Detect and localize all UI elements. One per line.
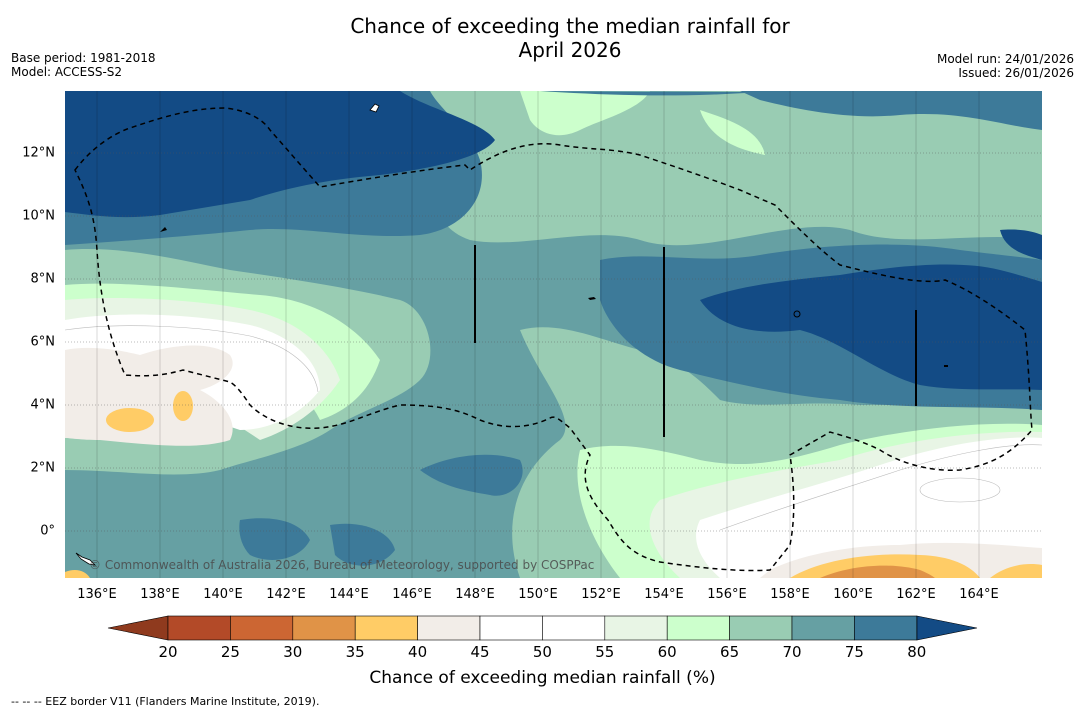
colorbar-bin <box>479 615 543 641</box>
colorbar-tick: 50 <box>532 643 552 661</box>
colorbar <box>107 615 978 641</box>
island-3 <box>160 227 167 232</box>
model-run-text: Model run: 24/01/2026 <box>936 52 1074 66</box>
field-70-north <box>430 91 1042 246</box>
colorbar-tick: 45 <box>470 643 490 661</box>
colorbar-bin <box>666 615 730 641</box>
lat-label: 4°N <box>30 397 56 413</box>
field-65-top <box>520 91 650 136</box>
colorbar-bin <box>604 615 668 641</box>
lon-label: 162°E <box>896 587 936 602</box>
colorbar-tick: 40 <box>408 643 428 661</box>
colorbar-bins <box>167 615 918 641</box>
contour-ellipse <box>919 477 1001 503</box>
colorbar-bin <box>417 615 481 641</box>
contour-line-2 <box>719 444 1042 531</box>
field-85-east-edge <box>1000 229 1042 260</box>
colorbar-title: Chance of exceeding median rainfall (%) <box>369 668 716 688</box>
eez-legend-footer: -- -- -- EEZ border V11 (Flanders Marine… <box>11 695 320 708</box>
field-40-southeast-2 <box>990 564 1042 578</box>
field-80-top <box>540 91 760 96</box>
lat-label: 10°N <box>22 208 55 224</box>
lon-label: 156°E <box>707 587 747 602</box>
colorbar-bin <box>292 615 356 641</box>
lon-label: 154°E <box>644 587 684 602</box>
colorbar-high-arrow <box>916 615 978 641</box>
lon-label: 164°E <box>959 587 999 602</box>
colorbar-bin <box>354 615 418 641</box>
field-85-northwest <box>65 91 495 218</box>
lat-label: 2°N <box>30 460 56 476</box>
lat-label: 6°N <box>30 334 56 350</box>
vertical-marker-lines <box>474 245 917 437</box>
colorbar-tick: 80 <box>907 643 927 661</box>
island-6 <box>944 365 948 367</box>
map-title: Chance of exceeding the median rainfall … <box>0 14 1085 62</box>
colorbar-bin <box>167 615 231 641</box>
colorbar-bin <box>854 615 918 641</box>
lon-label: 146°E <box>392 587 432 602</box>
rainfall-field <box>65 91 1042 578</box>
colorbar-tick: 70 <box>782 643 802 661</box>
lat-label: 8°N <box>30 271 56 287</box>
lon-label: 148°E <box>455 587 495 602</box>
field-50-southeast <box>696 437 1042 578</box>
field-65-patch <box>700 110 765 155</box>
colorbar-tick: 55 <box>595 643 615 661</box>
field-80-northeast <box>740 91 1042 130</box>
field-40-blob-1 <box>106 408 154 432</box>
lat-label: 0° <box>40 523 55 539</box>
field-40-southwest <box>65 570 90 578</box>
colorbar-bin <box>230 615 294 641</box>
title-line-1: Chance of exceeding the median rainfall … <box>350 14 790 38</box>
field-85-east <box>700 264 1042 390</box>
copyright-credit: © Commonwealth of Australia 2026, Bureau… <box>89 558 595 572</box>
lon-label: 142°E <box>266 587 306 602</box>
lon-label: 150°E <box>518 587 558 602</box>
colorbar-tick: 60 <box>657 643 677 661</box>
colorbar-tick: 30 <box>283 643 303 661</box>
island-2 <box>793 310 801 318</box>
island-5 <box>75 552 97 566</box>
latitude-gridlines <box>65 152 1042 532</box>
title-line-2: April 2026 <box>518 38 622 62</box>
longitude-gridlines <box>96 91 980 578</box>
lon-label: 144°E <box>329 587 369 602</box>
colorbar-tick: 75 <box>844 643 864 661</box>
lon-label: 158°E <box>770 587 810 602</box>
lat-label: 12°N <box>22 145 55 161</box>
field-45-west <box>65 345 233 446</box>
field-80-south-blob <box>420 454 523 496</box>
field-35-southeast <box>820 565 935 578</box>
lon-label: 152°E <box>581 587 621 602</box>
colorbar-bin <box>542 615 606 641</box>
base-period-text: Base period: 1981-2018 <box>11 51 156 65</box>
field-40-blob-2 <box>173 391 193 421</box>
colorbar-tick: 25 <box>220 643 240 661</box>
colorbar-tick: 65 <box>720 643 740 661</box>
lon-label: 136°E <box>77 587 117 602</box>
colorbar-bin <box>791 615 855 641</box>
colorbar-tick: 35 <box>345 643 365 661</box>
eez-border <box>74 107 1033 572</box>
issued-text: Issued: 26/01/2026 <box>958 66 1074 80</box>
island-1 <box>369 103 380 113</box>
colorbar-low-arrow <box>107 615 169 641</box>
field-80-south-blob-2 <box>330 523 395 566</box>
colorbar-bin <box>729 615 793 641</box>
colorbar-tick: 20 <box>158 643 178 661</box>
field-80-southwest-blob <box>239 518 310 560</box>
model-text: Model: ACCESS-S2 <box>11 65 123 79</box>
lon-label: 138°E <box>140 587 180 602</box>
meta-left: Base period: 1981-2018 Model: ACCESS-S2 <box>11 51 156 79</box>
lon-label: 160°E <box>833 587 873 602</box>
contour-line-1 <box>65 325 319 393</box>
island-4 <box>588 297 596 300</box>
lon-label: 140°E <box>203 587 243 602</box>
meta-right: Model run: 24/01/2026 Issued: 26/01/2026 <box>937 52 1074 80</box>
